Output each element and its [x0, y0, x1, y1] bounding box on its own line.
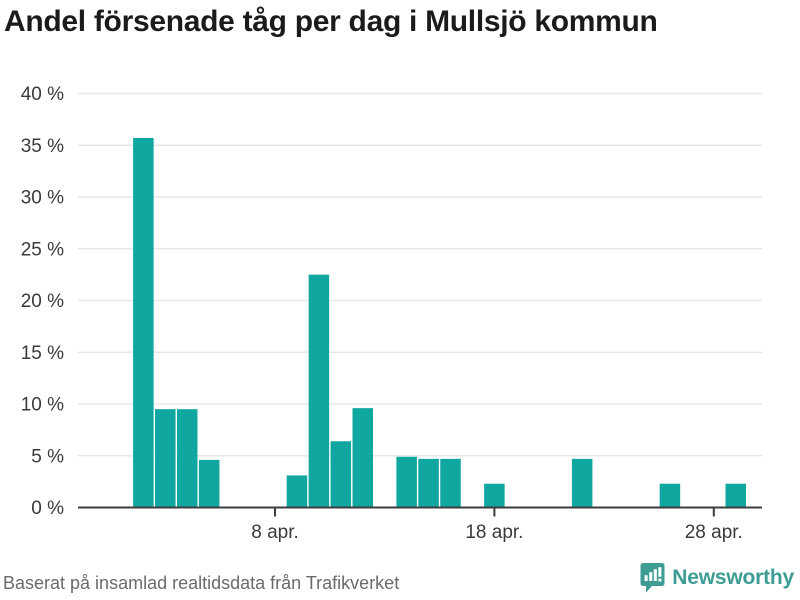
y-axis-label: 30 %: [21, 188, 64, 209]
x-axis-label: 18 apr.: [465, 522, 523, 543]
bar: [396, 456, 417, 508]
newsworthy-wordmark: Newsworthy: [672, 565, 794, 589]
bar: [330, 441, 352, 508]
bar: [133, 138, 154, 508]
bar: [176, 409, 198, 508]
bar: [352, 408, 374, 508]
y-axis-label: 10 %: [21, 395, 64, 416]
bar: [484, 483, 505, 508]
bar: [155, 409, 176, 508]
y-axis-label: 25 %: [21, 239, 64, 260]
bar: [659, 483, 681, 508]
bar: [308, 274, 330, 508]
bar: [418, 458, 439, 508]
bar: [198, 459, 220, 508]
y-axis-label: 15 %: [21, 343, 64, 364]
page-title: Andel försenade tåg per dag i Mullsjö ko…: [4, 5, 658, 38]
bar-chart: 0 % 5 % 10 % 15 % 20 % 25 % 30 % 35 % 40 % 8 apr.…: [21, 84, 762, 543]
y-axis-label: 0 %: [31, 498, 64, 519]
bar: [571, 458, 593, 508]
y-axis-label: 20 %: [21, 291, 64, 312]
bar: [440, 458, 461, 508]
bar: [286, 475, 308, 508]
x-axis-label: 8 apr.: [251, 522, 299, 543]
source-note: Baserat på insamlad realtidsdata från Tr…: [3, 573, 400, 593]
y-axis-label: 40 %: [21, 84, 64, 105]
bar: [725, 483, 746, 508]
x-axis-label: 28 apr.: [685, 522, 743, 543]
y-axis-label: 5 %: [31, 446, 64, 467]
newsworthy-logo: Newsworthy: [640, 562, 794, 593]
newsworthy-speech-bubble-bar-chart-icon: [640, 563, 665, 593]
y-axis-label: 35 %: [21, 136, 64, 157]
